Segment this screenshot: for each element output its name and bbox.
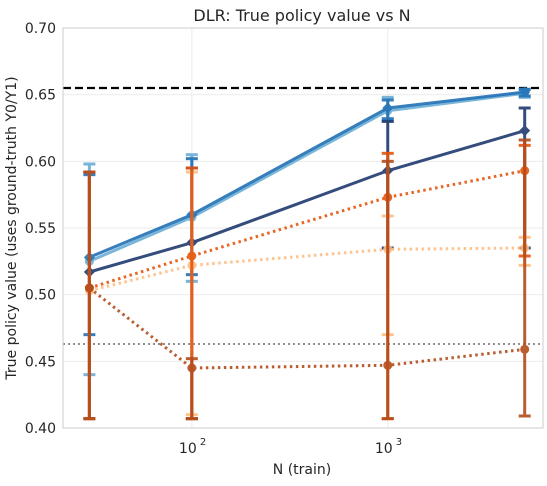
data-point [187, 251, 197, 261]
x-tick-exponent: 2 [200, 437, 206, 448]
series [83, 138, 531, 421]
y-tick-label: 0.65 [25, 88, 56, 104]
y-tick-label: 0.55 [25, 221, 56, 237]
data-point [520, 344, 530, 354]
data-point [519, 86, 531, 98]
y-tick-label: 0.70 [25, 21, 56, 37]
chart-title: DLR: True policy value vs N [193, 6, 410, 25]
y-tick-label: 0.50 [25, 288, 56, 304]
data-point [187, 363, 197, 373]
x-axis-label: N (train) [273, 462, 331, 478]
x-tick-labels: 10 2 10 3 [179, 437, 402, 457]
series-line [88, 129, 526, 274]
y-tick-label: 0.45 [25, 354, 56, 370]
data-point [519, 125, 531, 137]
data-point [84, 283, 94, 293]
x-tick-label: 10 [179, 441, 197, 457]
data-point [382, 102, 394, 114]
y-axis-label: True policy value (uses ground-truth Y0/… [4, 76, 20, 380]
y-tick-label: 0.60 [25, 154, 56, 170]
y-tick-label: 0.40 [25, 421, 56, 437]
y-tick-labels: 0.40 0.45 0.50 0.55 0.60 0.65 0.70 [25, 21, 56, 437]
series-group [83, 86, 531, 421]
series-line [88, 91, 525, 263]
series-line [88, 90, 525, 259]
x-tick-exponent: 3 [396, 437, 402, 448]
data-point [383, 360, 393, 370]
plot-frame [62, 27, 544, 429]
x-tick-label: 10 [375, 441, 393, 457]
reference-lines [63, 86, 543, 345]
